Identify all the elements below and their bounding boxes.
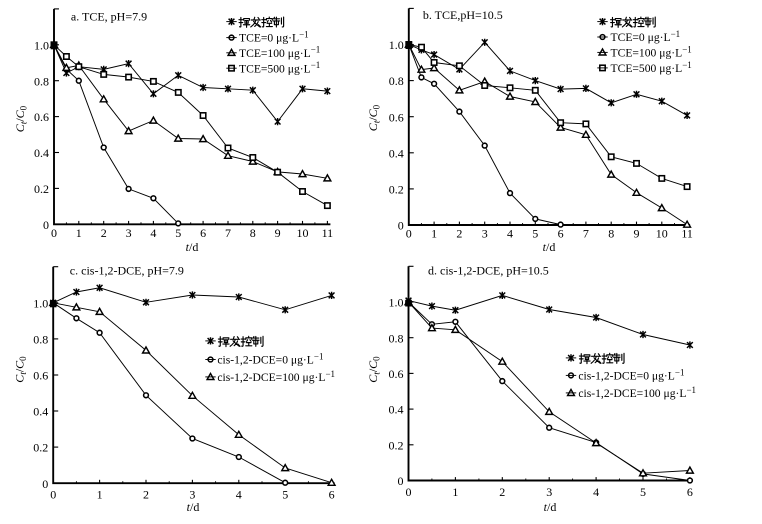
svg-text:0.2: 0.2: [34, 182, 49, 196]
svg-text:6: 6: [329, 488, 335, 502]
svg-text:5: 5: [175, 226, 181, 240]
svg-text:8: 8: [608, 227, 614, 241]
svg-text:0: 0: [42, 477, 48, 491]
svg-text:0.8: 0.8: [33, 333, 48, 347]
svg-text:9: 9: [275, 226, 281, 240]
svg-text:0: 0: [43, 218, 49, 232]
svg-text:t/d: t/d: [187, 500, 200, 514]
svg-text:3: 3: [126, 226, 132, 240]
svg-text:6: 6: [687, 485, 693, 499]
svg-text:d. cis-1,2-DCE, pH=10.5: d. cis-1,2-DCE, pH=10.5: [428, 264, 549, 278]
svg-text:1.0: 1.0: [34, 38, 49, 52]
svg-text:5: 5: [532, 227, 538, 241]
svg-text:1: 1: [452, 485, 458, 499]
svg-text:TCE=0 μg·L−1: TCE=0 μg·L−1: [239, 30, 309, 45]
svg-text:3: 3: [546, 485, 552, 499]
svg-text:0.6: 0.6: [389, 110, 404, 124]
svg-text:8: 8: [250, 226, 256, 240]
svg-text:TCE=500 μg·L−1: TCE=500 μg·L−1: [239, 60, 320, 75]
svg-text:0: 0: [398, 219, 404, 233]
svg-text:0.6: 0.6: [34, 110, 49, 124]
svg-text:c. cis-1,2-DCE, pH=7.9: c. cis-1,2-DCE, pH=7.9: [70, 264, 184, 278]
svg-text:4: 4: [507, 227, 513, 241]
svg-text:TCE=100 μg·L−1: TCE=100 μg·L−1: [611, 44, 692, 59]
svg-text:0: 0: [406, 227, 412, 241]
svg-text:Ct/C0: Ct/C0: [13, 105, 29, 132]
svg-text:0: 0: [51, 226, 57, 240]
svg-text:9: 9: [634, 227, 640, 241]
svg-text:TCE=100 μg·L−1: TCE=100 μg·L−1: [239, 45, 320, 60]
svg-text:0.4: 0.4: [389, 146, 404, 160]
svg-text:11: 11: [681, 227, 693, 241]
svg-text:10: 10: [656, 227, 668, 241]
svg-text:0: 0: [406, 485, 412, 499]
svg-text:Ct/C0: Ct/C0: [366, 104, 382, 131]
svg-text:7: 7: [583, 227, 589, 241]
svg-text:t/d: t/d: [543, 240, 556, 254]
svg-text:0.2: 0.2: [389, 438, 404, 452]
svg-text:t/d: t/d: [186, 240, 199, 254]
svg-text:3: 3: [482, 227, 488, 241]
svg-text:cis-1,2-DCE=0 μg·L−1: cis-1,2-DCE=0 μg·L−1: [578, 367, 684, 382]
svg-text:a. TCE, pH=7.9: a. TCE, pH=7.9: [71, 9, 147, 23]
svg-text:t/d: t/d: [544, 500, 557, 514]
svg-text:1.0: 1.0: [33, 296, 48, 310]
svg-text:TCE=500 μg·L−1: TCE=500 μg·L−1: [611, 60, 692, 75]
svg-text:0.4: 0.4: [33, 405, 48, 419]
svg-text:2: 2: [101, 226, 107, 240]
svg-text:Ct/C0: Ct/C0: [13, 356, 29, 383]
svg-text:4: 4: [236, 488, 242, 502]
svg-text:cis-1,2-DCE=0 μg·L−1: cis-1,2-DCE=0 μg·L−1: [217, 351, 323, 366]
svg-text:0.6: 0.6: [33, 369, 48, 383]
svg-text:7: 7: [225, 226, 231, 240]
svg-text:2: 2: [143, 488, 149, 502]
svg-text:0: 0: [398, 474, 404, 488]
svg-text:2: 2: [499, 485, 505, 499]
svg-text:1.0: 1.0: [389, 296, 404, 310]
svg-text:cis-1,2-DCE=100 μg·L−1: cis-1,2-DCE=100 μg·L−1: [217, 369, 335, 384]
svg-text:0: 0: [50, 488, 56, 502]
svg-text:cis-1,2-DCE=100 μg·L−1: cis-1,2-DCE=100 μg·L−1: [578, 385, 696, 400]
svg-text:0.8: 0.8: [389, 331, 404, 345]
svg-text:10: 10: [297, 226, 309, 240]
svg-text:0.8: 0.8: [389, 74, 404, 88]
svg-text:6: 6: [200, 226, 206, 240]
svg-text:0.6: 0.6: [389, 367, 404, 381]
svg-text:0.4: 0.4: [389, 403, 404, 417]
svg-text:4: 4: [593, 485, 599, 499]
svg-text:b. TCE,pH=10.5: b. TCE,pH=10.5: [423, 8, 503, 22]
svg-text:4: 4: [150, 226, 156, 240]
svg-text:0.4: 0.4: [34, 146, 49, 160]
svg-text:11: 11: [322, 226, 334, 240]
svg-text:6: 6: [558, 227, 564, 241]
svg-text:5: 5: [282, 488, 288, 502]
svg-text:Ct/C0: Ct/C0: [366, 356, 382, 383]
svg-text:TCE=0 μg·L−1: TCE=0 μg·L−1: [611, 29, 681, 44]
svg-text:1.0: 1.0: [389, 38, 404, 52]
svg-text:1: 1: [97, 488, 103, 502]
svg-text:0.8: 0.8: [34, 74, 49, 88]
svg-text:3: 3: [189, 488, 195, 502]
svg-text:2: 2: [456, 227, 462, 241]
svg-text:1: 1: [431, 227, 437, 241]
svg-text:1: 1: [76, 226, 82, 240]
svg-text:0.2: 0.2: [33, 441, 48, 455]
svg-text:0.2: 0.2: [389, 183, 404, 197]
svg-text:5: 5: [640, 485, 646, 499]
